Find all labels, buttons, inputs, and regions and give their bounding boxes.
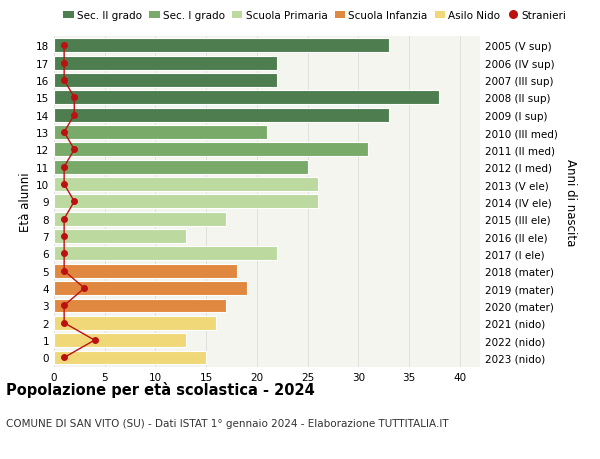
Text: COMUNE DI SAN VITO (SU) - Dati ISTAT 1° gennaio 2024 - Elaborazione TUTTITALIA.I: COMUNE DI SAN VITO (SU) - Dati ISTAT 1° … xyxy=(6,418,449,428)
Bar xyxy=(54,299,226,313)
Point xyxy=(59,43,69,50)
Point xyxy=(59,233,69,240)
Bar xyxy=(54,213,226,226)
Y-axis label: Età alunni: Età alunni xyxy=(19,172,32,232)
Bar xyxy=(54,39,389,53)
Point xyxy=(59,164,69,171)
Point xyxy=(90,337,100,344)
Bar xyxy=(54,56,277,71)
Bar xyxy=(54,333,186,347)
Point xyxy=(59,216,69,223)
Text: Popolazione per età scolastica - 2024: Popolazione per età scolastica - 2024 xyxy=(6,381,315,397)
Point xyxy=(70,198,79,206)
Bar xyxy=(54,161,308,174)
Legend: Sec. II grado, Sec. I grado, Scuola Primaria, Scuola Infanzia, Asilo Nido, Stran: Sec. II grado, Sec. I grado, Scuola Prim… xyxy=(59,6,570,25)
Bar xyxy=(54,143,368,157)
Bar xyxy=(54,351,206,364)
Point xyxy=(59,250,69,257)
Point xyxy=(59,129,69,136)
Bar xyxy=(54,281,247,296)
Bar xyxy=(54,316,216,330)
Point xyxy=(59,181,69,188)
Point xyxy=(59,268,69,275)
Point xyxy=(59,302,69,309)
Point xyxy=(70,146,79,154)
Bar xyxy=(54,74,277,88)
Point xyxy=(59,77,69,84)
Point xyxy=(80,285,89,292)
Y-axis label: Anni di nascita: Anni di nascita xyxy=(564,158,577,246)
Bar xyxy=(54,91,439,105)
Point xyxy=(70,112,79,119)
Point xyxy=(59,319,69,327)
Bar xyxy=(54,264,236,278)
Point xyxy=(70,95,79,102)
Bar xyxy=(54,247,277,261)
Point xyxy=(59,354,69,361)
Bar xyxy=(54,230,186,243)
Bar xyxy=(54,195,318,209)
Bar xyxy=(54,108,389,123)
Bar xyxy=(54,178,318,191)
Point xyxy=(59,60,69,67)
Bar xyxy=(54,126,267,140)
